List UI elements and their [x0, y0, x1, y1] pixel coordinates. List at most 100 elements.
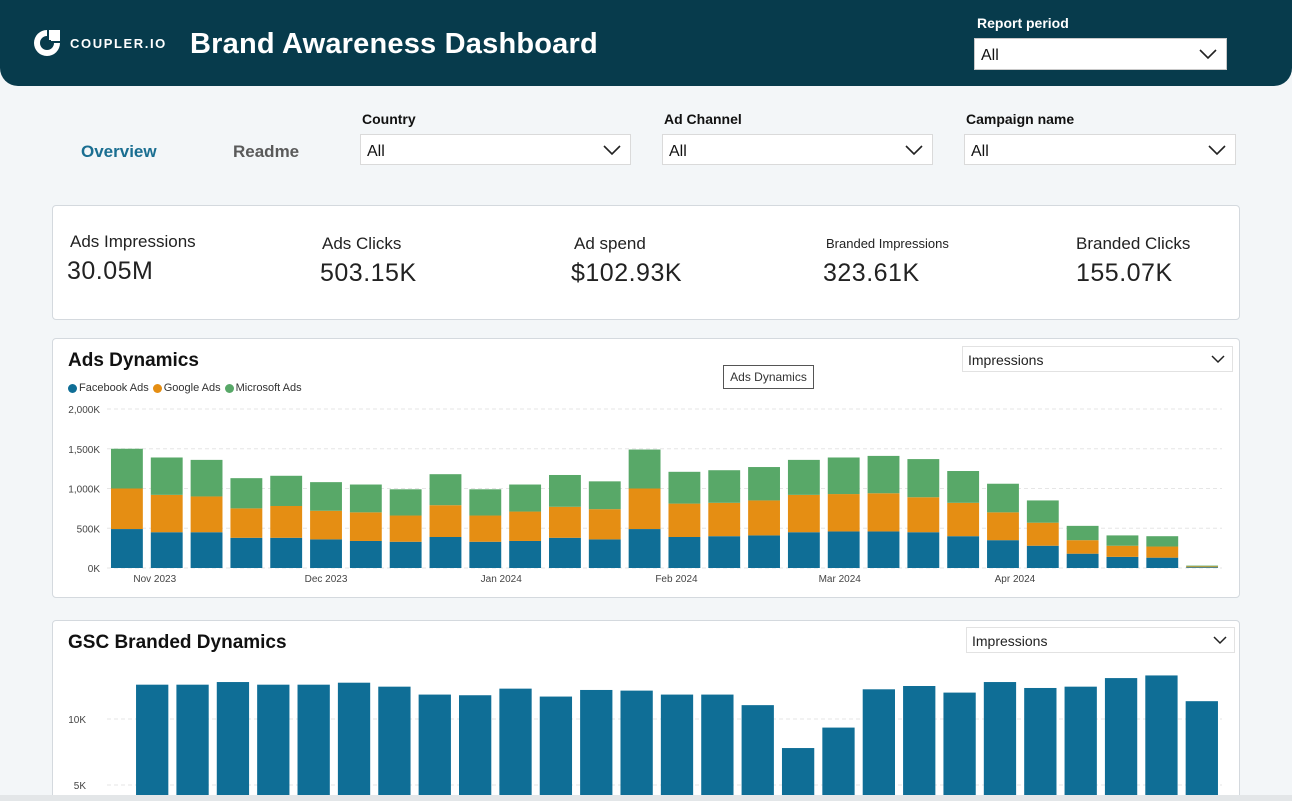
country-filter-label: Country — [362, 111, 416, 127]
bar-segment — [1106, 556, 1139, 568]
bar-segment — [1066, 525, 1099, 541]
bar — [539, 696, 573, 795]
y-tick-label: 1,500K — [68, 445, 100, 456]
bar — [620, 690, 653, 795]
country-filter-select[interactable]: All — [360, 134, 631, 165]
bar-segment — [110, 488, 143, 530]
bar — [136, 684, 169, 795]
gsc-metric-value: Impressions — [972, 633, 1048, 649]
bar-segment — [549, 506, 581, 538]
ad-channel-filter-select[interactable]: All — [662, 134, 933, 165]
bar-segment — [1186, 565, 1219, 567]
bar-segment — [429, 474, 462, 506]
kpi-value: 503.15K — [320, 259, 417, 287]
gsc-metric-select[interactable]: Impressions — [966, 627, 1235, 653]
bar-segment — [310, 482, 342, 511]
bar-segment — [748, 535, 780, 568]
bar-segment — [1026, 545, 1059, 568]
bar-segment — [509, 484, 542, 512]
bar-segment — [389, 515, 422, 542]
bar — [418, 694, 451, 795]
bar-segment — [867, 455, 900, 494]
bar-segment — [708, 536, 741, 568]
bar-segment — [787, 494, 820, 533]
legend-label: Facebook Ads — [79, 382, 149, 394]
country-filter-value: All — [367, 143, 385, 160]
bar-segment — [787, 532, 820, 568]
bar-segment — [469, 541, 502, 568]
bar-segment — [947, 502, 980, 537]
ads-chart-legend: Facebook Ads Google Ads Microsoft Ads — [68, 382, 306, 394]
bar-segment — [668, 536, 701, 568]
ads-metric-value: Impressions — [968, 352, 1044, 368]
legend-item[interactable]: Google Ads — [152, 382, 221, 394]
chevron-down-icon — [1211, 355, 1225, 364]
bar-segment — [230, 508, 263, 538]
bar — [499, 688, 532, 795]
y-tick-label: 2,000K — [68, 405, 100, 416]
bar — [297, 684, 330, 795]
report-period-select[interactable]: All — [974, 38, 1227, 70]
chevron-down-icon — [1208, 145, 1226, 156]
bar — [701, 694, 734, 795]
bar-segment — [668, 503, 701, 537]
kpi-label: Ads Impressions — [70, 232, 196, 251]
kpi-value: $102.93K — [571, 259, 683, 287]
ads-dynamics-title: Ads Dynamics — [68, 350, 199, 371]
microsoft-legend-dot — [224, 383, 234, 393]
bar-segment — [708, 502, 741, 537]
y-tick-label: 1,000K — [68, 485, 100, 496]
ads-metric-select[interactable]: Impressions — [962, 346, 1233, 372]
bar-segment — [190, 532, 223, 568]
bar-segment — [628, 529, 661, 568]
tab-overview[interactable]: Overview — [81, 142, 157, 161]
bar-segment — [429, 505, 462, 537]
bar-segment — [827, 457, 860, 495]
bar-segment — [748, 467, 780, 501]
gsc-dynamics-chart[interactable]: 5K 10K — [52, 665, 1240, 795]
bar-segment — [628, 488, 661, 530]
campaign-filter-label: Campaign name — [966, 111, 1075, 127]
bar-segment — [270, 475, 303, 506]
bar-segment — [190, 496, 223, 533]
bar-segment — [1106, 545, 1139, 557]
bar-segment — [1066, 540, 1099, 554]
campaign-filter-select[interactable]: All — [964, 134, 1236, 165]
tab-readme[interactable]: Readme — [233, 142, 300, 161]
kpi-label: Branded Clicks — [1076, 234, 1191, 253]
bar-segment — [110, 529, 143, 568]
bar-segment — [389, 489, 422, 516]
bar-segment — [1066, 553, 1099, 568]
bar-segment — [907, 532, 940, 568]
ad-channel-filter-label: Ad Channel — [664, 111, 742, 127]
bar-segment — [310, 539, 342, 568]
legend-item[interactable]: Facebook Ads — [68, 382, 149, 394]
ads-dynamics-chart[interactable]: 0K 500K 1,000K 1,500K 2,000K Nov 2023 Dec 2023… — [52, 395, 1240, 590]
x-tick-label: Dec 2023 — [305, 574, 348, 585]
horizontal-scrollbar[interactable] — [0, 795, 1292, 801]
bar — [660, 694, 694, 795]
bar-segment — [588, 509, 621, 540]
bar-segment — [310, 510, 342, 540]
top-header: COUPLER.IO Brand Awareness Dashboard Rep… — [0, 0, 1292, 86]
bar — [257, 684, 290, 795]
bar — [741, 705, 774, 795]
bar-segment — [509, 511, 542, 541]
bar — [216, 682, 250, 795]
bar — [176, 684, 209, 795]
bar-segment — [1106, 535, 1139, 546]
legend-item[interactable]: Microsoft Ads — [224, 382, 302, 394]
bar — [822, 727, 855, 795]
bar-segment — [429, 536, 462, 568]
chart-tooltip: Ads Dynamics — [723, 365, 814, 389]
bar-segment — [230, 478, 263, 509]
bar-segment — [1146, 557, 1179, 568]
kpi-label: Branded Impressions — [826, 236, 949, 251]
bar-segment — [1026, 500, 1059, 523]
legend-label: Microsoft Ads — [235, 382, 302, 394]
bar-segment — [1186, 566, 1219, 568]
ad-channel-filter-value: All — [669, 143, 687, 160]
bar-segment — [270, 505, 303, 538]
bar-segment — [270, 537, 303, 568]
bar — [903, 686, 936, 795]
